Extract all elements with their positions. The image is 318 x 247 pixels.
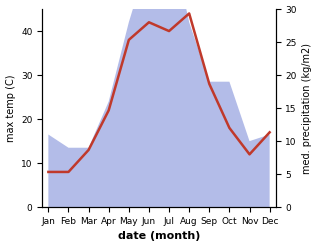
Y-axis label: med. precipitation (kg/m2): med. precipitation (kg/m2) xyxy=(302,43,313,174)
Y-axis label: max temp (C): max temp (C) xyxy=(5,74,16,142)
X-axis label: date (month): date (month) xyxy=(118,231,200,242)
